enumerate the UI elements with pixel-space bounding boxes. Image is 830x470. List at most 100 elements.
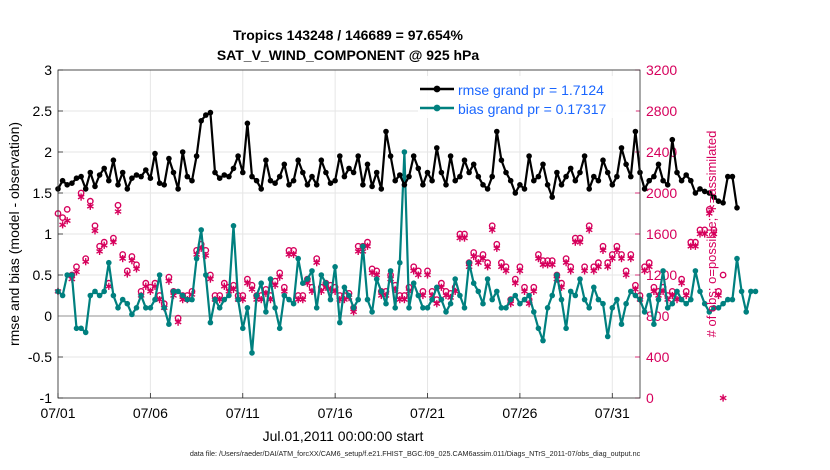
bias-point [378, 288, 385, 295]
assimilated-obs-marker [433, 300, 441, 308]
bias-point [230, 223, 237, 229]
bias-point [401, 149, 408, 155]
bias-point [438, 296, 445, 303]
plot-frame [57, 69, 641, 399]
assimilated-obs-marker [474, 259, 482, 267]
possible-obs-marker [63, 205, 71, 213]
bias-point [133, 305, 140, 311]
bias-point [711, 305, 717, 311]
bias-point [734, 255, 740, 262]
bias-point [549, 292, 555, 299]
bias-point [424, 305, 431, 311]
rmse-point [581, 153, 588, 159]
bias-point [323, 280, 329, 287]
bias-point [92, 288, 98, 295]
rmse-point [226, 173, 232, 180]
rmse-point [360, 182, 366, 188]
rmse-point [290, 177, 297, 184]
assimilated-obs-marker [682, 291, 690, 300]
bias-point [697, 288, 703, 295]
rmse-point [221, 172, 228, 178]
rmse-point [263, 157, 269, 163]
assimilated-obs-marker [479, 255, 487, 263]
rmse-point [701, 188, 708, 195]
bias-point [78, 325, 84, 332]
rmse-point [517, 182, 523, 188]
bias-point [526, 292, 532, 299]
assimilated-obs-marker [174, 318, 182, 326]
rmse-point [350, 169, 357, 176]
rmse-point [161, 182, 167, 188]
bias-point [517, 300, 523, 307]
assimilated-obs-marker [156, 296, 164, 304]
rmse-point [179, 149, 186, 155]
x-tick-label: 07/31 [595, 405, 630, 421]
assimilated-obs-marker [502, 267, 510, 275]
rmse-point [272, 180, 278, 186]
bias-point [221, 296, 228, 303]
bias-point [748, 288, 754, 295]
bias-point [59, 292, 66, 299]
bias-point [628, 288, 634, 295]
rmse-point [567, 165, 574, 172]
bias-point [618, 321, 625, 328]
y-tick-label: 2 [44, 144, 52, 160]
rmse-point [253, 177, 260, 184]
bias-point [281, 292, 288, 299]
bias-point [175, 288, 181, 295]
assimilated-obs-marker [581, 267, 589, 275]
bias-point [360, 243, 366, 250]
rmse-point [87, 169, 94, 176]
y-axis-left-label: rmse and bias (model - observation) [6, 122, 22, 346]
rmse-point [92, 183, 98, 190]
rmse-point [429, 177, 435, 184]
bias-point [572, 292, 579, 299]
rmse-point [387, 153, 394, 159]
rmse-point [628, 173, 634, 180]
rmse-point [152, 150, 158, 157]
rmse-point [434, 145, 440, 151]
bias-point [96, 292, 103, 299]
rmse-point [332, 177, 338, 184]
assimilated-obs-marker [567, 267, 575, 275]
x-tick-label: 07/06 [133, 405, 168, 421]
bias-point [535, 325, 542, 332]
rmse-point [364, 161, 371, 168]
bias-point [392, 305, 399, 311]
bias-point [466, 259, 472, 266]
assimilated-obs-marker [511, 279, 519, 287]
assimilated-obs-marker [142, 282, 150, 290]
bias-point [364, 296, 371, 303]
bias-point [253, 292, 260, 299]
bias-point [129, 311, 135, 318]
rmse-point [692, 190, 699, 196]
bias-point [198, 227, 204, 233]
bias-point [110, 292, 117, 299]
rmse-point [110, 157, 117, 163]
y-tick-label: -1 [40, 390, 53, 406]
assimilated-obs-marker [678, 279, 686, 287]
rmse-point [397, 172, 403, 178]
bias-series [55, 149, 759, 356]
assimilated-obs-marker [73, 268, 80, 276]
bias-point [507, 296, 514, 303]
y-tick-label: 0 [44, 308, 52, 324]
rmse-point [415, 165, 422, 172]
rmse-point [470, 161, 477, 168]
rmse-point [609, 182, 616, 188]
y2-tick-label: 2800 [646, 103, 677, 119]
rmse-series [55, 109, 740, 211]
legend-box [418, 76, 636, 118]
assimilated-obs-marker [521, 287, 528, 295]
rmse-point [170, 169, 177, 176]
rmse-point [664, 182, 671, 188]
bias-point [143, 305, 149, 311]
bias-point [332, 264, 338, 270]
bias-point [161, 305, 167, 311]
y-tick-label: 0.5 [33, 267, 53, 283]
bias-point [420, 305, 426, 311]
assimilated-obs-marker [424, 271, 431, 279]
bias-point [240, 325, 246, 332]
bias-point [641, 309, 648, 315]
rmse-point [175, 186, 181, 192]
